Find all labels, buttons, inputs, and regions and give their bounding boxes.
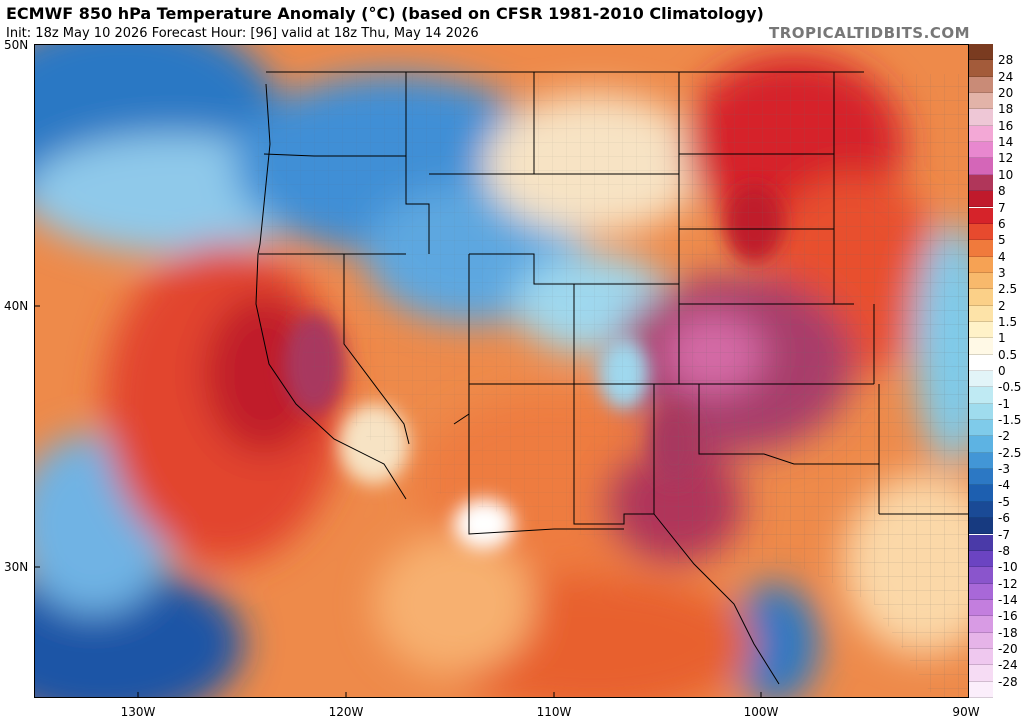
colorbar-tick-label: -24	[998, 658, 1018, 673]
colorbar-tick-label: -0.5	[998, 380, 1022, 395]
colorbar-tick-label: 10	[998, 167, 1014, 182]
colorbar-tick-label: 1	[998, 331, 1006, 346]
colorbar-tick-label: -1.5	[998, 413, 1022, 428]
colorbar-tick-label: -5	[998, 494, 1010, 509]
colorbar-tick-label: 2	[998, 298, 1006, 313]
colorbar-swatch	[969, 534, 993, 551]
colorbar-swatch	[969, 436, 993, 453]
colorbar-swatch	[969, 93, 993, 110]
colorbar-swatch	[969, 305, 993, 322]
county-lines-west	[254, 74, 674, 564]
colorbar-swatch	[969, 223, 993, 241]
colorbar-swatch	[969, 158, 993, 175]
colorbar-swatch	[969, 632, 993, 649]
colorbar-swatch	[969, 681, 993, 698]
colorbar-swatch	[969, 648, 993, 666]
colorbar-tick-label: -16	[998, 609, 1018, 624]
county-lines	[674, 74, 969, 698]
colorbar-swatch	[969, 338, 993, 355]
colorbar-swatch	[969, 469, 993, 486]
colorbar-swatch	[969, 191, 993, 208]
colorbar-swatch	[969, 665, 993, 682]
colorbar-swatch	[969, 550, 993, 568]
colorbar-tick-label: -18	[998, 625, 1018, 640]
colorbar-swatch	[969, 616, 993, 633]
colorbar-tick-label: 24	[998, 69, 1014, 84]
colorbar-swatch	[969, 142, 993, 159]
colorbar-tick-label: 3	[998, 265, 1006, 280]
colorbar-swatch	[969, 567, 993, 584]
lon-label-120w: 120W	[328, 705, 364, 719]
colorbar-tick-label: 20	[998, 86, 1014, 101]
colorbar-tick-label: -2	[998, 429, 1010, 444]
colorbar-tick-label: 4	[998, 249, 1006, 264]
colorbar-tick-label: -6	[998, 511, 1010, 526]
colorbar-tick-label: -14	[998, 592, 1018, 607]
colorbar-swatch	[969, 240, 993, 257]
colorbar-tick-label: -20	[998, 641, 1018, 656]
colorbar-swatch	[969, 76, 993, 94]
colorbar-swatch	[969, 501, 993, 519]
colorbar-tick-label: 14	[998, 135, 1014, 150]
colorbar-tick-label: -2.5	[998, 445, 1022, 460]
colorbar-swatch	[969, 403, 993, 421]
colorbar-tick-label: -4	[998, 478, 1010, 493]
colorbar-tick-label: 16	[998, 118, 1014, 133]
colorbar-swatch	[969, 289, 993, 306]
lon-label-110w: 110W	[536, 705, 572, 719]
colorbar-swatch	[969, 354, 993, 371]
colorbar-swatch	[969, 207, 993, 224]
colorbar-tick-label: 2.5	[998, 282, 1018, 297]
colorbar-tick-label: 7	[998, 200, 1006, 215]
colorbar-swatch	[969, 452, 993, 470]
state-borders	[255, 71, 969, 685]
chart-title: ECMWF 850 hPa Temperature Anomaly (°C) (…	[6, 4, 764, 23]
colorbar-tick-label: -7	[998, 527, 1010, 542]
colorbar-tick-label: -3	[998, 462, 1010, 477]
colorbar-tick-label: 12	[998, 151, 1014, 166]
colorbar-tick-label: 0	[998, 364, 1006, 378]
map-frame	[34, 44, 969, 698]
colorbar-swatch	[969, 518, 993, 535]
source-watermark: TROPICALTIDBITS.COM	[769, 24, 970, 42]
colorbar-tick-label: 6	[998, 216, 1006, 231]
colorbar-tick-label: 8	[998, 184, 1006, 199]
colorbar-tick-label: 28	[998, 53, 1014, 68]
lat-label-40n: 40N	[4, 299, 29, 313]
colorbar-swatch	[969, 125, 993, 143]
lon-label-100w: 100W	[743, 705, 779, 719]
colorbar-tick-label: -8	[998, 543, 1010, 558]
colorbar-swatch	[969, 321, 993, 339]
colorbar-swatch	[969, 485, 993, 502]
colorbar-tick-label: -1	[998, 396, 1010, 411]
colorbar-swatch	[969, 420, 993, 437]
lat-label-50n: 50N	[4, 38, 29, 52]
colorbar-swatch	[969, 60, 993, 77]
colorbar-swatch	[969, 387, 993, 404]
colorbar-swatch	[969, 174, 993, 192]
colorbar-tick-label: 5	[998, 233, 1006, 248]
colorbar-tick-label: 1.5	[998, 314, 1018, 329]
lat-label-30n: 30N	[4, 560, 29, 574]
colorbar-tick-label: -12	[998, 576, 1018, 591]
colorbar-swatch	[969, 599, 993, 617]
colorbar-swatch	[969, 109, 993, 126]
colorbar-tick-label: 18	[998, 102, 1014, 117]
anomaly-map	[34, 44, 969, 698]
lon-label-90w: 90W	[952, 705, 980, 719]
lon-label-130w: 130W	[120, 705, 156, 719]
colorbar-tick-label: -28	[998, 674, 1018, 689]
colorbar-swatch	[969, 44, 993, 61]
colorbar-swatch	[969, 256, 993, 273]
colorbar-swatch	[969, 371, 993, 388]
colorbar-tick-label: -10	[998, 560, 1018, 575]
colorbar	[969, 44, 993, 698]
colorbar-swatch	[969, 272, 993, 290]
colorbar-tick-label: 0.5	[998, 347, 1018, 362]
init-forecast-info: Init: 18z May 10 2026 Forecast Hour: [96…	[6, 26, 479, 41]
colorbar-swatch	[969, 583, 993, 600]
